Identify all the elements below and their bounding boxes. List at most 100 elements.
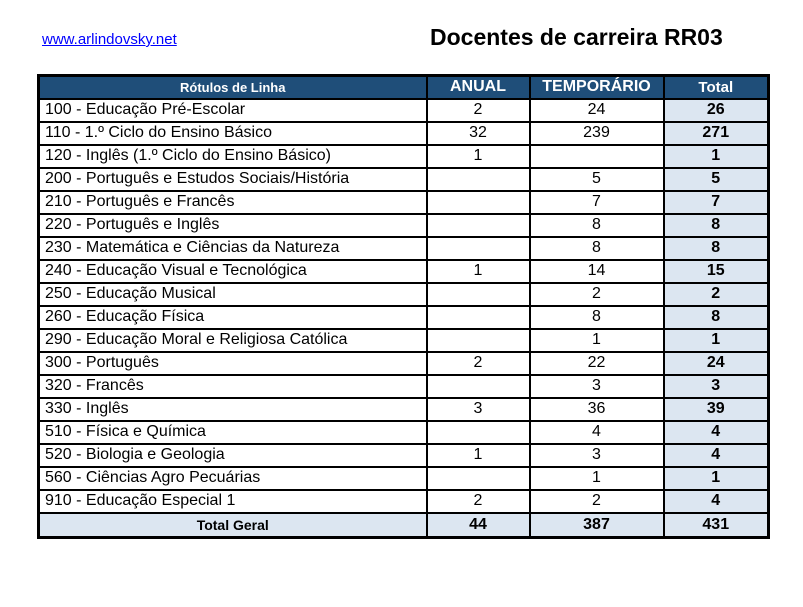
cell-label: 230 - Matemática e Ciências da Natureza [37,235,428,261]
cell-anual: 2 [425,97,531,123]
cell-temporario: 22 [528,350,665,376]
cell-total: 5 [662,166,770,192]
table-row: 210 - Português e Francês 7 7 [37,189,770,215]
cell-temporario: 7 [528,189,665,215]
table-row: 200 - Português e Estudos Sociais/Histór… [37,166,770,192]
cell-total: 4 [662,442,770,468]
cell-total: 4 [662,419,770,445]
cell-anual [425,419,531,445]
pivot-table: Rótulos de Linha ANUAL TEMPORÁRIO Total … [37,74,770,539]
cell-label: 210 - Português e Francês [37,189,428,215]
table-header: Rótulos de Linha ANUAL TEMPORÁRIO Total [37,74,770,100]
cell-anual: 2 [425,350,531,376]
cell-anual [425,304,531,330]
cell-label: 300 - Português [37,350,428,376]
header-row: Rótulos de Linha ANUAL TEMPORÁRIO Total [37,74,770,100]
cell-temporario: 1 [528,465,665,491]
cell-total: 1 [662,465,770,491]
cell-temporario: 8 [528,235,665,261]
cell-label: 260 - Educação Física [37,304,428,330]
cell-temporario: 239 [528,120,665,146]
table-row: 120 - Inglês (1.º Ciclo do Ensino Básico… [37,143,770,169]
cell-temporario: 5 [528,166,665,192]
cell-total: 1 [662,143,770,169]
cell-total: 15 [662,258,770,284]
cell-total: 24 [662,350,770,376]
table-row: 560 - Ciências Agro Pecuárias 1 1 [37,465,770,491]
table-row: 100 - Educação Pré-Escolar 2 24 26 [37,97,770,123]
cell-temporario: 2 [528,281,665,307]
cell-temporario: 36 [528,396,665,422]
cell-label: 240 - Educação Visual e Tecnológica [37,258,428,284]
site-link[interactable]: www.arlindovsky.net [42,31,177,48]
cell-label: 560 - Ciências Agro Pecuárias [37,465,428,491]
cell-temporario: 3 [528,442,665,468]
table-row: 230 - Matemática e Ciências da Natureza 8… [37,235,770,261]
cell-label: 200 - Português e Estudos Sociais/Histór… [37,166,428,192]
column-header-total: Total [662,74,770,100]
footer-row: Total Geral 44 387 431 [37,511,770,539]
column-header-rotulos: Rótulos de Linha [37,74,428,100]
cell-total: 7 [662,189,770,215]
cell-label: 220 - Português e Inglês [37,212,428,238]
cell-total: 4 [662,488,770,514]
table-row: 520 - Biologia e Geologia 1 3 4 [37,442,770,468]
cell-temporario: 3 [528,373,665,399]
cell-label: 110 - 1.º Ciclo do Ensino Básico [37,120,428,146]
cell-anual [425,235,531,261]
cell-label: 250 - Educação Musical [37,281,428,307]
page-title: Docentes de carreira RR03 [430,24,723,50]
cell-anual: 1 [425,442,531,468]
table-row: 300 - Português 2 22 24 [37,350,770,376]
table-row: 220 - Português e Inglês 8 8 [37,212,770,238]
cell-anual [425,465,531,491]
cell-total: 3 [662,373,770,399]
cell-anual [425,189,531,215]
cell-anual: 1 [425,143,531,169]
cell-temporario: 1 [528,327,665,353]
footer-label: Total Geral [37,511,428,539]
cell-temporario [528,143,665,169]
footer-total: 431 [662,511,770,539]
cell-label: 510 - Física e Química [37,419,428,445]
cell-temporario: 4 [528,419,665,445]
cell-anual [425,166,531,192]
cell-label: 120 - Inglês (1.º Ciclo do Ensino Básico… [37,143,428,169]
cell-label: 910 - Educação Especial 1 [37,488,428,514]
table-row: 320 - Francês 3 3 [37,373,770,399]
column-header-anual: ANUAL [425,74,531,100]
table-row: 250 - Educação Musical 2 2 [37,281,770,307]
cell-total: 2 [662,281,770,307]
cell-anual: 1 [425,258,531,284]
cell-anual: 3 [425,396,531,422]
cell-anual: 32 [425,120,531,146]
cell-temporario: 8 [528,304,665,330]
table-row: 110 - 1.º Ciclo do Ensino Básico 32 239 271 [37,120,770,146]
cell-anual [425,327,531,353]
table-row: 260 - Educação Física 8 8 [37,304,770,330]
cell-total: 8 [662,212,770,238]
cell-anual: 2 [425,488,531,514]
cell-temporario: 2 [528,488,665,514]
cell-label: 100 - Educação Pré-Escolar [37,97,428,123]
table-body: 100 - Educação Pré-Escolar 2 24 26 110 - 1.º… [37,97,770,514]
cell-temporario: 14 [528,258,665,284]
cell-total: 271 [662,120,770,146]
table-row: 240 - Educação Visual e Tecnológica 1 14 15 [37,258,770,284]
cell-label: 330 - Inglês [37,396,428,422]
table-footer: Total Geral 44 387 431 [37,511,770,539]
cell-total: 8 [662,304,770,330]
footer-anual: 44 [425,511,531,539]
cell-label: 320 - Francês [37,373,428,399]
cell-temporario: 24 [528,97,665,123]
cell-total: 26 [662,97,770,123]
cell-total: 39 [662,396,770,422]
footer-temporario: 387 [528,511,665,539]
cell-anual [425,281,531,307]
cell-total: 8 [662,235,770,261]
cell-anual [425,373,531,399]
column-header-temporario: TEMPORÁRIO [528,74,665,100]
table-row: 290 - Educação Moral e Religiosa Católic… [37,327,770,353]
table-row: 330 - Inglês 3 36 39 [37,396,770,422]
